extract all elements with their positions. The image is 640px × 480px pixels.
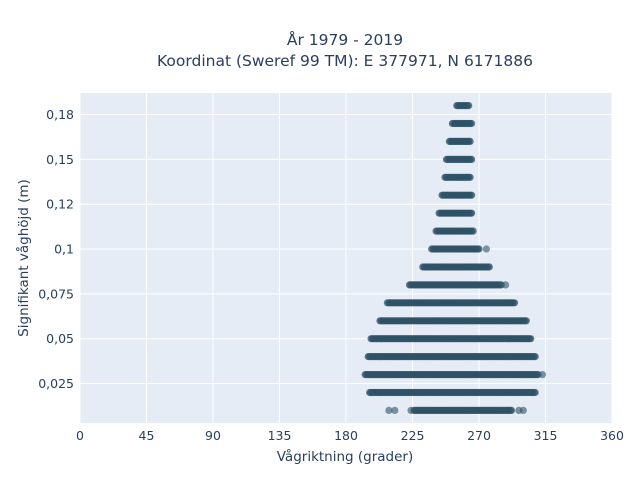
x-tick-label: 0 xyxy=(76,428,84,443)
data-point xyxy=(502,281,510,289)
y-tick-label: 0,05 xyxy=(46,331,74,346)
y-tick-label: 0,1 xyxy=(54,242,74,257)
x-tick-label: 45 xyxy=(139,428,155,443)
data-point xyxy=(466,137,474,145)
y-tick-label: 0,18 xyxy=(46,107,74,122)
y-tick-label: 0,075 xyxy=(38,286,74,301)
x-axis-ticks: 0 45 90 135 180 225 270 315 360 xyxy=(76,428,624,443)
x-tick-label: 135 xyxy=(268,428,292,443)
data-point xyxy=(531,388,539,397)
data-point xyxy=(510,299,519,307)
data-point xyxy=(522,317,530,325)
data-point xyxy=(519,406,527,414)
y-tick-label: 0,12 xyxy=(46,197,74,212)
y-tick-label: 0,025 xyxy=(38,376,74,391)
y-axis-title: Signifikant våghöjd (m) xyxy=(15,179,32,337)
data-point xyxy=(468,209,476,217)
y-axis-ticks: 0,025 0,05 0,075 0,1 0,12 0,15 0,18 xyxy=(38,107,74,391)
x-tick-label: 225 xyxy=(401,428,425,443)
data-point xyxy=(527,335,535,343)
y-tick-label: 0,15 xyxy=(46,152,74,167)
data-points xyxy=(361,102,547,414)
data-point xyxy=(468,191,476,199)
data-point xyxy=(538,371,547,379)
data-point xyxy=(465,102,473,110)
data-point xyxy=(475,245,483,253)
data-point xyxy=(485,263,493,271)
data-point xyxy=(531,353,539,361)
data-point xyxy=(468,119,476,128)
x-tick-label: 90 xyxy=(205,428,221,443)
x-tick-label: 180 xyxy=(334,428,358,443)
data-point xyxy=(468,155,476,163)
chart-title-line2: Koordinat (Sweref 99 TM): E 377971, N 61… xyxy=(157,52,533,70)
data-point xyxy=(407,406,415,414)
x-axis-title: Vågriktning (grader) xyxy=(277,448,414,465)
data-point xyxy=(391,406,399,414)
x-tick-label: 270 xyxy=(467,428,491,443)
data-point xyxy=(507,406,516,414)
data-point xyxy=(385,406,393,414)
x-tick-label: 360 xyxy=(600,428,624,443)
x-tick-label: 315 xyxy=(534,428,558,443)
data-point xyxy=(482,245,490,253)
data-point xyxy=(469,227,477,235)
data-point xyxy=(466,173,474,181)
chart-title-line1: År 1979 - 2019 xyxy=(287,30,403,49)
